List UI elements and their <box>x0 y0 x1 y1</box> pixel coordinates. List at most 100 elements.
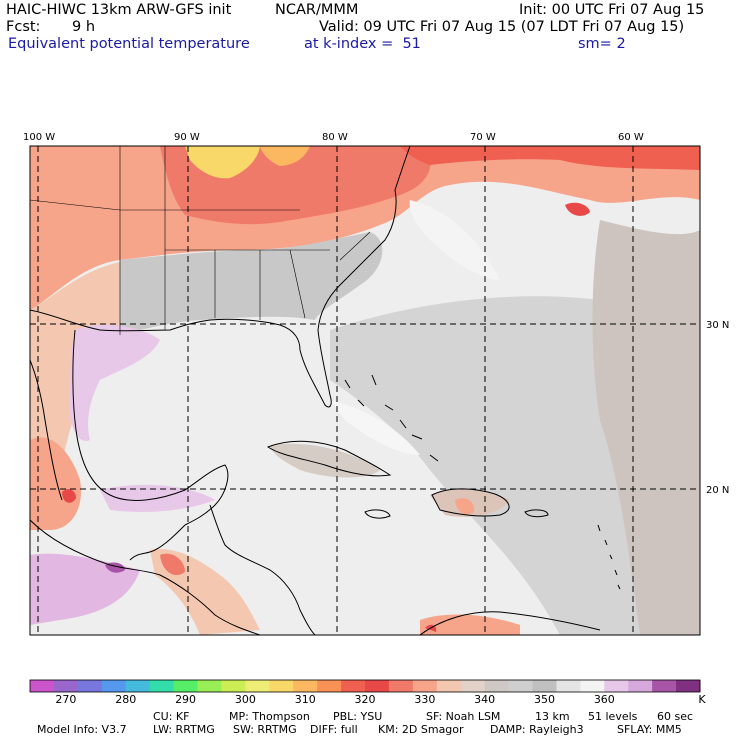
field-mexico-salmon <box>30 437 81 530</box>
colorbar-swatch <box>245 680 270 692</box>
field-hispaniola-salmon <box>455 498 475 515</box>
colorbar-tick-label: 300 <box>234 693 256 706</box>
valid-time: Valid: 09 UTC Fri 07 Aug 15 (07 LDT Fri … <box>319 19 685 35</box>
info-timestep: 60 sec <box>657 710 694 723</box>
colorbar-swatch <box>197 680 222 692</box>
colorbar-swatch <box>556 680 581 692</box>
colorbar-swatch <box>317 680 342 692</box>
field-northeast-red <box>400 146 700 170</box>
south-america-coast <box>419 611 601 635</box>
mexico-west-coast <box>30 359 63 501</box>
organization: NCAR/MMM <box>275 2 359 18</box>
theta-e-field <box>30 146 700 635</box>
info-km: KM: 2D Smagor <box>378 723 464 736</box>
state-borders <box>30 146 371 335</box>
info-resolution: 13 km <box>535 710 570 723</box>
colorbar-swatch <box>676 680 701 692</box>
pacific-coastline <box>30 519 261 635</box>
info-pbl: PBL: YSU <box>333 710 383 723</box>
colorbar-swatch <box>269 680 294 692</box>
colorbar-swatch <box>484 680 510 692</box>
field-north-yellow <box>185 146 260 179</box>
info-sflay: SFLAY: MM5 <box>617 723 682 736</box>
colorbar-swatch <box>77 680 103 692</box>
colorbar-tick-label: 270 <box>55 693 77 706</box>
lon-label-60w: 60 W <box>618 132 644 143</box>
colorbar-swatch <box>365 680 390 692</box>
lesser-antilles <box>597 524 621 590</box>
colorbar-swatch <box>149 680 175 692</box>
colorbar-swatch <box>388 680 414 692</box>
init-time: Init: 00 UTC Fri 07 Aug 15 <box>519 2 705 18</box>
colorbar-swatch <box>580 680 605 692</box>
info-levels: 51 levels <box>588 710 638 723</box>
field-southamerica-salmon <box>420 614 520 635</box>
colorbar-swatch <box>508 680 533 692</box>
lat-lon-grid <box>30 146 700 635</box>
colorbar-swatch <box>125 680 151 692</box>
field-cuba-tan <box>270 443 380 478</box>
colorbar-tick-label: 310 <box>294 693 316 706</box>
puerto-rico <box>524 509 549 518</box>
model-info-line1: Model Info: V3.7 <box>30 710 127 736</box>
info-damp: DAMP: Rayleigh3 <box>490 723 584 736</box>
mexico-coastline <box>72 329 229 526</box>
colorbar-tick-label: 330 <box>414 693 436 706</box>
colorbar-swatch <box>30 680 55 692</box>
colorbar-tick-label: 320 <box>354 693 376 706</box>
info-lw: LW: RRTMG <box>153 723 215 736</box>
info-diff: DIFF: full <box>310 723 358 736</box>
info-sf: SF: Noah LSM <box>426 710 501 723</box>
lon-label-80w: 80 W <box>322 132 348 143</box>
cuba <box>266 440 392 477</box>
lat-label-20n: 20 N <box>706 485 729 496</box>
jamaica <box>364 509 391 519</box>
lon-label-100w: 100 W <box>23 132 55 143</box>
bahamas <box>344 374 439 462</box>
forecast-label: Fcst: <box>6 19 41 35</box>
field-streak-2 <box>330 400 420 455</box>
field-north-orange <box>260 146 310 166</box>
colorbar-tick-label: 360 <box>593 693 615 706</box>
colorbar-tick-label: 290 <box>175 693 197 706</box>
field-streak-1 <box>409 200 500 280</box>
field-name: Equivalent potential temperature <box>8 36 250 52</box>
centam-coastline <box>129 504 316 635</box>
colorbar-swatch <box>532 680 557 692</box>
colorbar-swatch <box>101 680 127 692</box>
lat-label-30n: 30 N <box>706 320 729 331</box>
us-coastline <box>30 146 411 408</box>
info-version: Model Info: V3.7 <box>37 723 127 736</box>
map-frame <box>29 145 701 636</box>
smoothing: sm= 2 <box>578 36 626 52</box>
lon-label-90w: 90 W <box>174 132 200 143</box>
field-mexico-hot <box>62 489 76 503</box>
lon-label-70w: 70 W <box>470 132 496 143</box>
field-gulf-lavender <box>70 324 160 441</box>
colorbar-unit: K <box>698 693 706 706</box>
info-sw: SW: RRTMG <box>233 723 297 736</box>
forecast-hour: 9 h <box>72 19 96 35</box>
colorbar-swatch <box>412 680 438 692</box>
colorbar-swatch <box>436 680 462 692</box>
colorbar-swatch <box>460 680 486 692</box>
info-cu: CU: KF <box>153 710 190 723</box>
colorbar-swatch <box>221 680 246 692</box>
colorbar-tick-label: 350 <box>534 693 555 706</box>
field-centam-red <box>160 553 185 576</box>
colorbar-swatch <box>53 680 79 692</box>
colorbar-swatch <box>604 680 629 692</box>
colorbar-swatch <box>652 680 677 692</box>
field-us-grey <box>120 232 383 335</box>
field-hot-spot <box>565 202 590 216</box>
model-title: HAIC-HIWC 13km ARW-GFS init <box>6 2 232 18</box>
colorbar-swatch <box>293 680 318 692</box>
vertical-level: at k-index = 51 <box>304 36 421 52</box>
colorbar-swatch <box>173 680 198 692</box>
colorbar-frame <box>29 679 701 693</box>
colorbar-swatch <box>341 680 366 692</box>
colorbar-tick-label: 340 <box>474 693 496 706</box>
colorbar <box>30 680 701 692</box>
colorbar-swatch <box>628 680 653 692</box>
